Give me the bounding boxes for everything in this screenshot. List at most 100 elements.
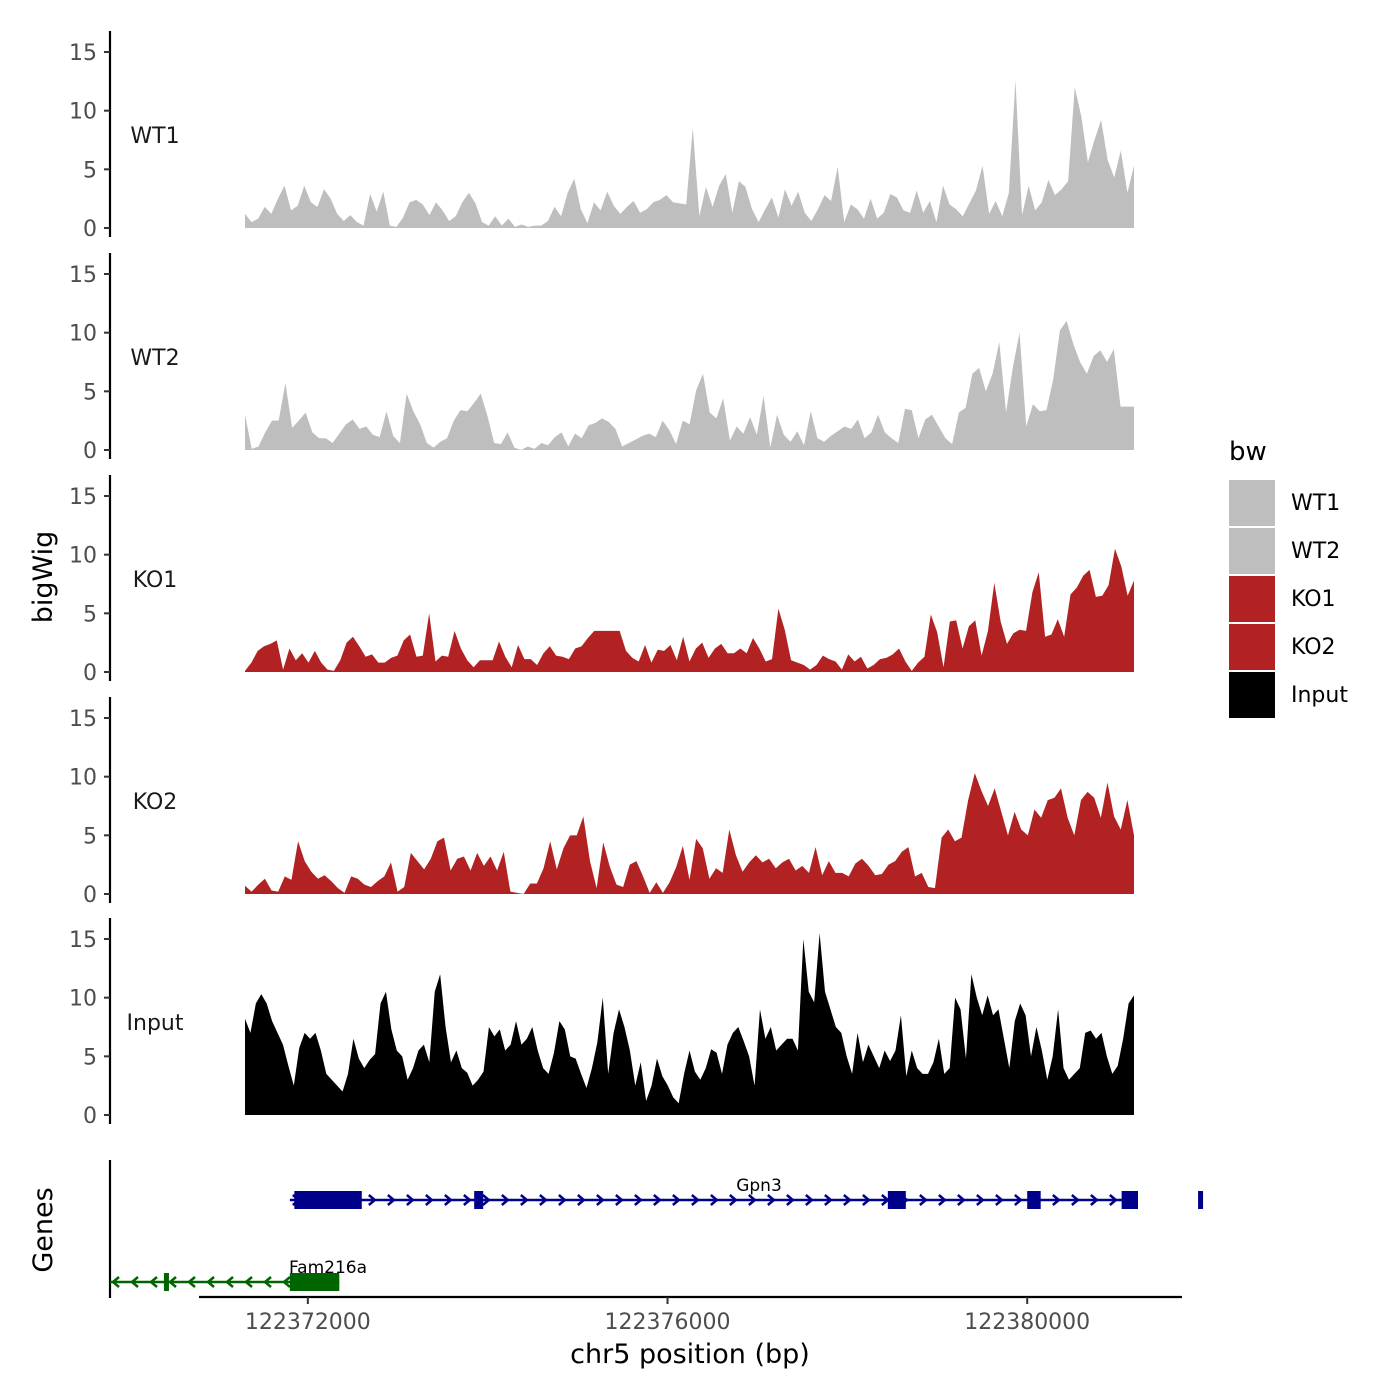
legend-key-input [1229,672,1275,718]
gene-track: Gpn3 Fam216a [108,1160,1204,1298]
strand-arrow [1090,1194,1099,1206]
y-tick-label: 15 [69,485,97,510]
strand-arrow [634,1194,643,1206]
strand-arrow [691,1194,700,1206]
exon [163,1273,169,1291]
strand-arrow [425,1194,434,1206]
y-tick-label: 5 [83,824,97,849]
strand-arrow [786,1194,795,1206]
track-label: KO1 [133,568,178,593]
strand-arrow [149,1276,158,1288]
track-label: WT2 [130,346,179,371]
strand-arrow [1052,1194,1061,1206]
strand-arrow [168,1276,177,1288]
track-wt2: 0 5 10 15 WT2 [69,253,1134,464]
legend-label-ko1: KO1 [1291,587,1336,612]
track-wt1: 0 5 10 15 WT1 [69,31,1134,242]
strand-arrow [615,1194,624,1206]
track-label: Input [127,1011,184,1036]
y-tick-label: 0 [83,217,97,242]
legend-key-ko1 [1229,576,1275,622]
gene-label: Gpn3 [736,1176,782,1196]
exon [1198,1191,1204,1209]
strand-arrow [263,1276,272,1288]
strand-arrow [767,1194,776,1206]
coverage-area-ko2 [245,773,1134,894]
strand-arrow [244,1276,253,1288]
legend: bw WT1 WT2 KO1 KO2 Input [1229,437,1348,718]
y-tick-label: 5 [83,158,97,183]
y-tick-label: 10 [69,100,97,125]
strand-arrow [1071,1194,1080,1206]
strand-arrow [187,1276,196,1288]
strand-arrow [824,1194,833,1206]
strand-arrow [653,1194,662,1206]
strand-arrow [710,1194,719,1206]
y-tick-label: 15 [69,263,97,288]
x-tick-label: 122372000 [245,1310,371,1335]
y-tick-label: 15 [69,41,97,66]
y-tick-label: 15 [69,928,97,953]
legend-title: bw [1229,437,1267,467]
y-tick-label: 10 [69,544,97,569]
strand-arrow [976,1194,985,1206]
y-tick-label: 0 [83,1104,97,1129]
strand-arrow [444,1194,453,1206]
strand-arrow [938,1194,947,1206]
strand-arrow [501,1194,510,1206]
strand-arrow [729,1194,738,1206]
strand-arrow [111,1276,120,1288]
strand-arrow [596,1194,605,1206]
coverage-area-input [245,933,1134,1115]
strand-arrow [282,1276,291,1288]
strand-arrow [206,1276,215,1288]
coverage-area-ko1 [245,548,1134,672]
strand-arrow [577,1194,586,1206]
gene-fam216a: Fam216a [110,1258,367,1291]
exon [1121,1191,1138,1209]
coverage-area-wt2 [245,320,1134,450]
gene-gpn3: Gpn3 [289,1176,1204,1209]
legend-label-wt2: WT2 [1291,539,1340,564]
legend-label-wt1: WT1 [1291,491,1340,516]
strand-arrow [843,1194,852,1206]
y-tick-label: 0 [83,883,97,908]
y-axis-title: bigWig [28,531,59,624]
strand-arrow [748,1194,757,1206]
gene-label: Fam216a [289,1258,367,1278]
y-tick-label: 0 [83,439,97,464]
y-tick-label: 5 [83,380,97,405]
strand-arrow [539,1194,548,1206]
y-tick-label: 15 [69,707,97,732]
legend-label-ko2: KO2 [1291,635,1336,660]
exon [474,1191,484,1209]
track-input: 0 5 10 15 Input [69,918,1134,1129]
strand-arrow [957,1194,966,1206]
strand-arrow [482,1194,491,1206]
strand-arrow [995,1194,1004,1206]
strand-arrow [368,1194,377,1206]
genes-axis-title: Genes [28,1187,59,1272]
strand-arrow [406,1194,415,1206]
coverage-area-wt1 [245,80,1134,228]
track-label: WT1 [130,124,179,149]
y-tick-label: 10 [69,766,97,791]
strand-arrow [919,1194,928,1206]
x-axis: chr5 position (bp) 122372000 122376000 122… [199,1295,1182,1370]
y-tick-label: 0 [83,661,97,686]
strand-arrow [1109,1194,1118,1206]
strand-arrow [520,1194,529,1206]
strand-arrow [672,1194,681,1206]
strand-arrow [225,1276,234,1288]
x-tick-label: 122380000 [964,1310,1090,1335]
strand-arrow [1014,1194,1023,1206]
exon [289,1273,340,1291]
legend-label-input: Input [1291,683,1348,708]
exon [294,1191,362,1209]
coverage-tracks: 0 5 10 15 WT1 0 5 10 15 WT2 0 5 10 15 KO1 0 5 10 15 KO2 0 5 10… [69,31,1134,1129]
y-tick-label: 10 [69,987,97,1012]
track-ko1: 0 5 10 15 KO1 [69,475,1134,686]
y-tick-label: 10 [69,322,97,347]
legend-key-ko2 [1229,624,1275,670]
